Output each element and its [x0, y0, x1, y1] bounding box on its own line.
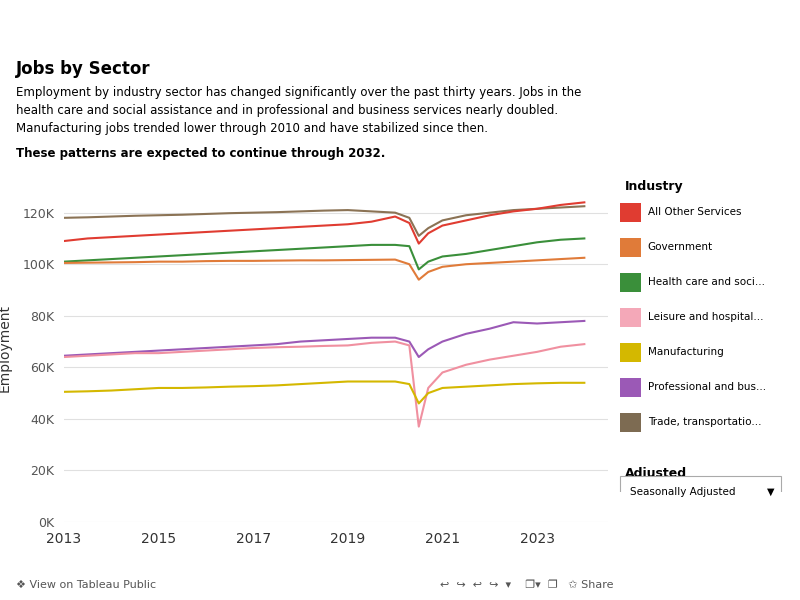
Text: Government: Government: [648, 242, 713, 252]
Text: Professional and bus...: Professional and bus...: [648, 382, 766, 392]
Text: Trade, transportatio...: Trade, transportatio...: [648, 417, 761, 427]
Text: ↩  ↪  ↩  ↪  ▾    ❐▾  ❐   ✩ Share: ↩ ↪ ↩ ↪ ▾ ❐▾ ❐ ✩ Share: [440, 580, 614, 590]
FancyBboxPatch shape: [619, 343, 641, 362]
FancyBboxPatch shape: [619, 203, 641, 221]
Text: All Other Services: All Other Services: [648, 207, 741, 217]
Text: Industry: Industry: [625, 181, 683, 193]
Text: Health care and soci...: Health care and soci...: [648, 277, 765, 287]
Text: Manufacturing: Manufacturing: [648, 347, 723, 357]
FancyBboxPatch shape: [619, 272, 641, 292]
Text: Leisure and hospital...: Leisure and hospital...: [648, 312, 763, 322]
FancyBboxPatch shape: [619, 413, 641, 431]
Text: Next Page (Wage by Typical Education) >: Next Page (Wage by Typical Education) >: [423, 15, 777, 30]
FancyBboxPatch shape: [619, 377, 641, 397]
Text: Jobs by Sector: Jobs by Sector: [16, 60, 150, 78]
FancyBboxPatch shape: [619, 476, 782, 508]
Text: Adjusted: Adjusted: [625, 467, 687, 479]
Y-axis label: Employment: Employment: [0, 304, 11, 392]
Text: ❖ View on Tableau Public: ❖ View on Tableau Public: [16, 580, 156, 590]
FancyBboxPatch shape: [619, 238, 641, 257]
FancyBboxPatch shape: [619, 308, 641, 326]
Text: These patterns are expected to continue through 2032.: These patterns are expected to continue …: [16, 148, 386, 160]
Text: Seasonally Adjusted: Seasonally Adjusted: [630, 487, 735, 497]
Text: ▼: ▼: [767, 487, 774, 497]
Text: < Last Page (Table of Contents): < Last Page (Table of Contents): [69, 15, 339, 30]
Text: Employment by industry sector has changed significantly over the past thirty yea: Employment by industry sector has change…: [16, 86, 582, 135]
